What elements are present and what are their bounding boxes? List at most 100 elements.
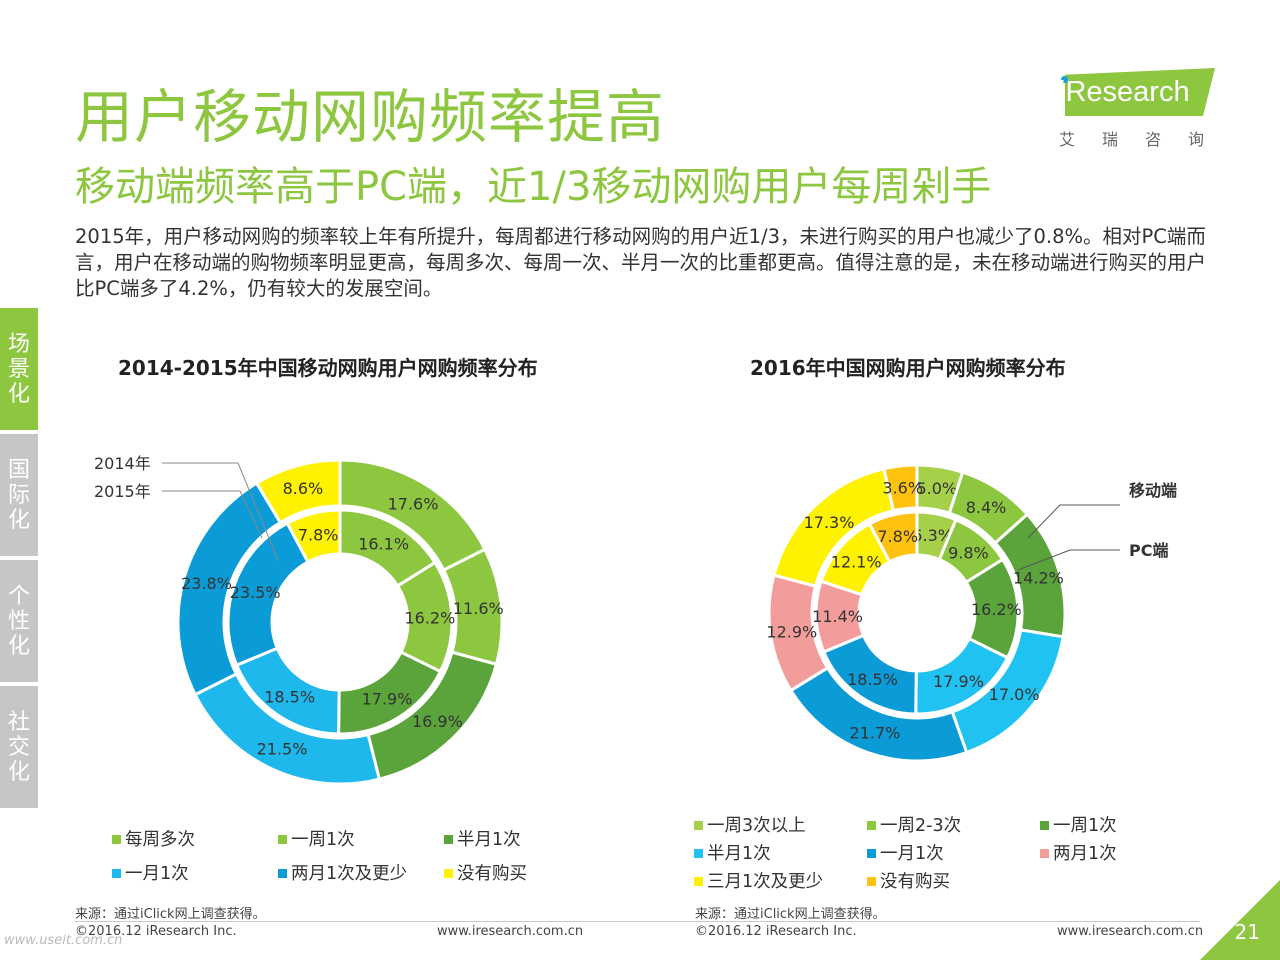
chart2-inner-label-0: 5.0% — [916, 479, 957, 498]
page-title: 用户移动网购频率提高 — [75, 83, 666, 151]
chart2-legend-label-3: 半月1次 — [707, 844, 771, 864]
chart1-legend-item-4: 两月1次及更少 — [278, 860, 407, 885]
chart2-legend: 一周3次以上 一周2-3次 一周1次半月1次 一月1次 两月1次三月1次及更少 没有购买 — [694, 812, 1194, 902]
chart2-inner-label-4: 21.7% — [850, 723, 901, 742]
chart2-legend-label-2: 一周1次 — [1053, 816, 1117, 836]
chart2-legend-item-3: 半月1次 — [694, 840, 771, 865]
chart2-inner-label-5: 12.9% — [766, 622, 817, 641]
side-tab-international[interactable]: 国际化 — [0, 434, 38, 556]
chart2-legend-label-6: 三月1次及更少 — [707, 872, 824, 892]
chart1-legend-swatch-4 — [278, 869, 287, 878]
chart1-inner-label-0: 17.6% — [388, 495, 439, 514]
chart1-annotation-0: 2014年 — [94, 454, 151, 473]
chart1-inner-label-5: 8.6% — [283, 479, 324, 498]
chart1-legend-label-1: 一周1次 — [291, 830, 355, 850]
chart2-outer-label-3: 17.9% — [933, 672, 984, 691]
footer-url-right[interactable]: www.iresearch.com.cn — [1057, 924, 1204, 939]
chart1-outer-label-5: 7.8% — [298, 526, 339, 545]
logo-text: iResearch — [1059, 76, 1190, 108]
footer-copyright-left: ©2016.12 iResearch Inc. — [75, 924, 237, 939]
side-tab-scene[interactable]: 场景化 — [0, 308, 38, 430]
chart1-legend: 每周多次 一周1次 半月1次一月1次 两月1次及更少 没有购买 — [112, 826, 592, 890]
footer-copyright-right: ©2016.12 iResearch Inc. — [695, 924, 857, 939]
chart2-outer-label-5: 11.4% — [812, 607, 863, 626]
chart2-inner-label-6: 17.3% — [804, 513, 855, 532]
chart2-legend-item-5: 两月1次 — [1040, 840, 1117, 865]
chart1-legend-label-5: 没有购买 — [457, 864, 527, 884]
chart2-source: 来源：通过iClick网上调查获得。 — [695, 907, 886, 922]
chart2-legend-swatch-6 — [694, 877, 703, 886]
chart2-inner-label-1: 8.4% — [966, 498, 1007, 517]
chart2-legend-swatch-0 — [694, 821, 703, 830]
chart1-legend-label-4: 两月1次及更少 — [291, 864, 408, 884]
chart1-outer-slice-5 — [285, 508, 342, 565]
chart2-outer-label-4: 18.5% — [847, 670, 898, 689]
intro-paragraph: 2015年，用户移动网购的频率较上年有所提升，每周都进行移动网购的用户近1/3，… — [75, 225, 1207, 300]
page-number: 21 — [1234, 920, 1260, 944]
chart1-outer-label-4: 23.5% — [230, 583, 281, 602]
chart1-legend-label-0: 每周多次 — [125, 830, 195, 850]
chart2-outer-label-6: 12.1% — [831, 553, 882, 572]
page-subtitle: 移动端频率高于PC端，近1/3移动网购用户每周剁手 — [75, 164, 992, 210]
side-tab-social[interactable]: 社交化 — [0, 686, 38, 808]
chart1-outer-label-0: 16.1% — [358, 534, 409, 553]
chart1-source: 来源：通过iClick网上调查获得。 — [75, 907, 266, 922]
chart2-annotation-line-1 — [1017, 549, 1120, 571]
chart2-legend-label-4: 一月1次 — [880, 844, 944, 864]
chart1-svg: 16.1% 16.2% 17.9% 18.5% 23.5% 7.8% 17.6% 11.6% 1… — [94, 454, 504, 786]
chart1-outer-label-2: 17.9% — [362, 690, 413, 709]
chart2-legend-item-6: 三月1次及更少 — [694, 868, 823, 893]
chart2-annotation-0: 移动端 — [1129, 481, 1177, 500]
chart1-legend-swatch-5 — [444, 869, 453, 878]
chart1-legend-item-2: 半月1次 — [444, 826, 521, 851]
chart2-outer-label-0: 6.3% — [912, 526, 953, 545]
chart2-legend-item-4: 一月1次 — [867, 840, 944, 865]
chart1-inner-slice-5 — [254, 458, 342, 525]
chart1-legend-item-1: 一周1次 — [278, 826, 355, 851]
chart1-legend-label-3: 一月1次 — [125, 864, 189, 884]
chart2-legend-label-1: 一周2-3次 — [880, 816, 962, 836]
chart1-inner-label-4: 23.8% — [181, 574, 232, 593]
chart2-outer-label-7: 7.8% — [877, 527, 918, 546]
chart2-outer-label-1: 9.8% — [948, 543, 989, 562]
chart2-outer-label-2: 16.2% — [971, 600, 1022, 619]
footer-url-left[interactable]: www.iresearch.com.cn — [437, 924, 584, 939]
chart1-title: 2014-2015年中国移动网购用户网购频率分布 — [118, 356, 538, 380]
chart1-outer-label-3: 18.5% — [264, 688, 315, 707]
chart2-legend-item-0: 一周3次以上 — [694, 812, 806, 837]
chart2-svg: 6.3%9.8% 16.2% 17.9% 18.5% 11.4% 12.1% 7.8% 5.0… — [766, 463, 1177, 763]
logo-banner — [1065, 68, 1215, 116]
chart2-legend-swatch-3 — [694, 849, 703, 858]
chart2-legend-swatch-2 — [1040, 821, 1049, 830]
chart1-legend-swatch-0 — [112, 835, 121, 844]
chart1-inner-label-2: 16.9% — [412, 712, 463, 731]
chart2-legend-label-5: 两月1次 — [1053, 844, 1117, 864]
chart2-outer-slice-7 — [867, 510, 919, 564]
logo-cn: 艾瑞咨询 — [1059, 130, 1232, 149]
chart1-outer-label-1: 16.2% — [404, 608, 455, 627]
chart2-legend-swatch-5 — [1040, 849, 1049, 858]
chart2-legend-swatch-4 — [867, 849, 876, 858]
chart1-inner-label-3: 21.5% — [257, 739, 308, 758]
chart2-inner-label-2: 14.2% — [1013, 569, 1064, 588]
chart2-legend-swatch-7 — [867, 877, 876, 886]
chart2-inner-label-3: 17.0% — [989, 685, 1040, 704]
footer-divider — [75, 921, 1200, 922]
chart1-legend-swatch-2 — [444, 835, 453, 844]
chart1-annotation-line-1 — [162, 490, 263, 539]
chart2-legend-item-7: 没有购买 — [867, 868, 950, 893]
chart1-legend-swatch-3 — [112, 869, 121, 878]
chart2-legend-label-7: 没有购买 — [880, 872, 950, 892]
side-tab-personalized[interactable]: 个性化 — [0, 560, 38, 682]
iresearch-logo: iResearch 艾瑞咨询 — [1055, 68, 1220, 149]
chart2-legend-item-2: 一周1次 — [1040, 812, 1117, 837]
chart2-annotation-1: PC端 — [1129, 541, 1168, 560]
chart1-inner-label-1: 11.6% — [453, 599, 504, 618]
watermark: www.useit.com.cn — [4, 933, 123, 948]
logo-dot-icon — [1061, 76, 1068, 83]
chart2-annotation-line-0 — [1027, 504, 1120, 539]
chart2-title: 2016年中国网购用户网购频率分布 — [750, 356, 1066, 380]
chart1-annotation-line-0 — [162, 462, 279, 561]
chart2-legend-swatch-1 — [867, 821, 876, 830]
chart2-inner-label-7: 3.6% — [882, 478, 923, 497]
